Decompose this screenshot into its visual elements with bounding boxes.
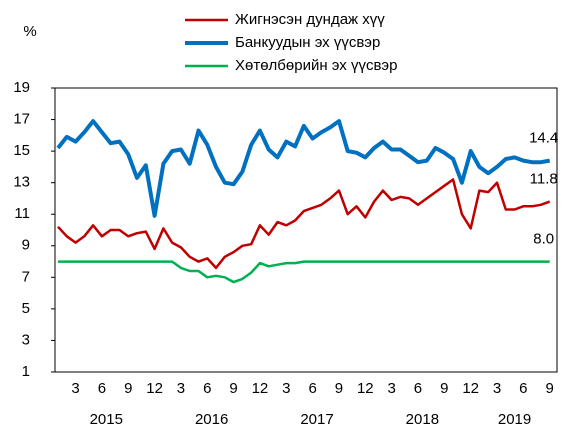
legend-label: Хөтөлбөрийн эх үүсвэр (235, 57, 397, 74)
legend-label: Банкуудын эх үүсвэр (235, 34, 380, 51)
year-label: 2015 (90, 411, 123, 428)
y-tick-label: 19 (13, 79, 30, 96)
series-line (58, 260, 550, 284)
y-axis-label: % (23, 23, 36, 40)
x-tick-label: 6 (308, 380, 316, 397)
x-tick-label: 6 (519, 380, 527, 397)
y-tick-label: 11 (14, 205, 30, 222)
x-tick-label: 12 (252, 380, 269, 397)
x-tick-label: 3 (493, 380, 501, 397)
x-tick-label: 9 (229, 380, 237, 397)
x-tick-label: 6 (98, 380, 106, 397)
x-tick-label: 9 (124, 380, 132, 397)
x-tick-label: 6 (414, 380, 422, 397)
y-tick-label: 17 (13, 111, 30, 128)
value-label: 11.8 (530, 171, 558, 188)
y-tick-label: 5 (22, 300, 30, 317)
value-label: 8.0 (533, 231, 554, 248)
y-tick-label: 15 (13, 142, 30, 159)
x-tick-label: 3 (71, 380, 79, 397)
x-tick-label: 9 (440, 380, 448, 397)
x-tick-label: 3 (282, 380, 290, 397)
series-line (56, 119, 551, 218)
x-tick-label: 9 (335, 380, 343, 397)
x-tick-label: 12 (146, 380, 163, 397)
x-tick-label: 6 (203, 380, 211, 397)
x-tick-label: 12 (462, 380, 479, 397)
plot-frame (54, 87, 558, 373)
year-label: 2018 (406, 411, 439, 428)
x-tick-label: 12 (357, 380, 374, 397)
year-label: 2019 (498, 411, 531, 428)
year-label: 2016 (195, 411, 228, 428)
x-tick-label: 9 (546, 380, 554, 397)
legend-label: Жигнэсэн дундаж хүү (235, 11, 385, 28)
year-label: 2017 (300, 411, 333, 428)
x-tick-label: 3 (387, 380, 395, 397)
y-tick-label: 7 (22, 268, 30, 285)
y-tick-label: 13 (13, 174, 30, 191)
x-tick-label: 3 (177, 380, 185, 397)
y-tick-label: 1 (22, 363, 30, 380)
y-tick-label: 3 (22, 331, 30, 348)
y-tick-label: 9 (22, 237, 30, 254)
series-line (57, 178, 551, 270)
value-label: 14.4 (529, 130, 558, 147)
